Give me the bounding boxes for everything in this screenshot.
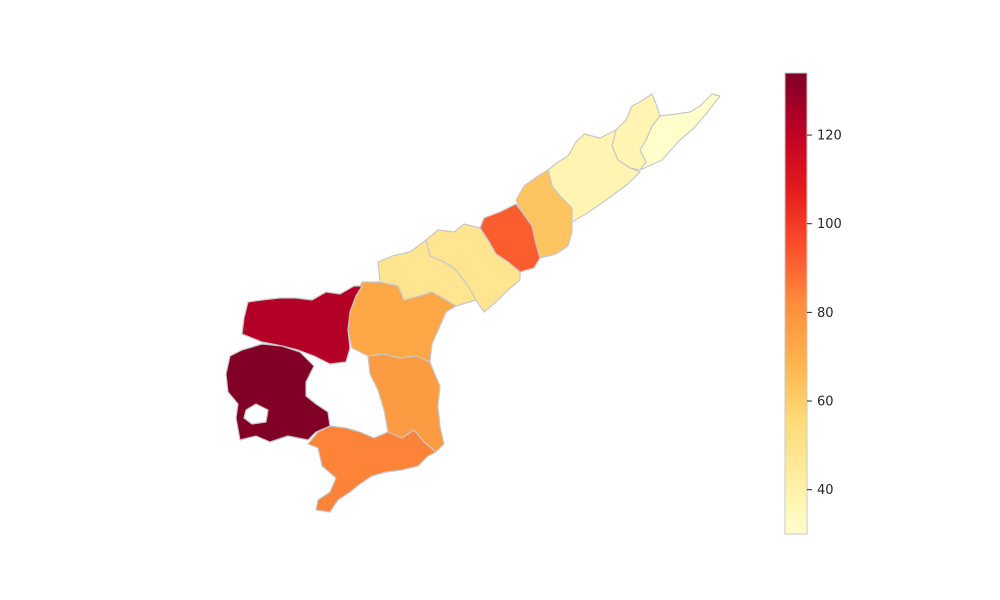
- colorbar-ticks: 40 60 80 100 120: [807, 129, 842, 498]
- map-layer: [225, 93, 721, 513]
- colorbar-tick-label: 60: [817, 395, 834, 410]
- region-vizianagaram[interactable]: [611, 93, 661, 171]
- colorbar-tick-label: 40: [817, 483, 834, 498]
- colorbar-tick-label: 120: [817, 129, 842, 144]
- colorbar: 40 60 80 100 120: [784, 72, 842, 535]
- colorbar-tick-label: 80: [817, 306, 834, 321]
- region-nellore[interactable]: [367, 353, 445, 453]
- colorbar-gradient: [784, 72, 808, 535]
- colorbar-tick-label: 100: [817, 217, 842, 232]
- region-kurnool[interactable]: [241, 285, 363, 365]
- region-anantapur[interactable]: [225, 343, 331, 443]
- region-chittoor[interactable]: [307, 425, 437, 513]
- region-east-godavari[interactable]: [515, 169, 573, 259]
